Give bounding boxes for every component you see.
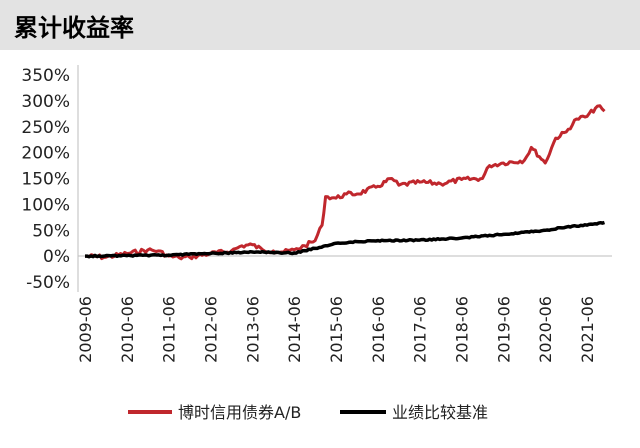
series-line-fund (84, 104, 606, 261)
legend-label-benchmark: 业绩比较基准 (392, 403, 488, 422)
x-tick-label: 2021-06 (578, 296, 597, 363)
y-tick-label: 50% (32, 221, 70, 241)
x-tick-label: 2017-06 (411, 296, 430, 363)
y-tick-label: 300% (21, 92, 70, 112)
y-tick-label: 250% (21, 118, 70, 138)
x-tick-label: 2010-06 (118, 296, 137, 363)
y-tick-label: 0% (43, 247, 70, 267)
x-tick-label: 2019-06 (494, 296, 513, 363)
x-tick-labels: 2009-06 2010-06 2011-06 2012-06 2013-06 2014-… (76, 296, 597, 363)
y-tick-label: 150% (21, 170, 70, 190)
x-tick-label: 2018-06 (453, 296, 472, 363)
x-tick-label: 2020-06 (536, 296, 555, 363)
legend-label-fund: 博时信用债券A/B (178, 403, 301, 422)
legend: 博时信用债券A/B 业绩比较基准 (128, 403, 488, 422)
series-line-benchmark (85, 220, 606, 259)
x-tick-label: 2011-06 (160, 296, 179, 363)
x-tick-label: 2012-06 (202, 296, 221, 363)
series-lines (84, 104, 606, 261)
y-tick-labels: 350% 300% 250% 200% 150% 100% 50% 0% -50% (21, 66, 70, 293)
chart-header: 累计收益率 (0, 0, 640, 50)
x-tick-label: 2013-06 (243, 296, 262, 363)
x-tick-label: 2016-06 (369, 296, 388, 363)
y-tick-label: -50% (26, 273, 70, 293)
y-tick-label: 200% (21, 144, 70, 164)
x-tick-label: 2009-06 (76, 296, 95, 363)
x-tick-label: 2014-06 (285, 296, 304, 363)
chart-title: 累计收益率 (14, 14, 134, 42)
y-tick-label: 100% (21, 195, 70, 215)
x-tick-label: 2015-06 (327, 296, 346, 363)
y-tick-label: 350% (21, 66, 70, 86)
